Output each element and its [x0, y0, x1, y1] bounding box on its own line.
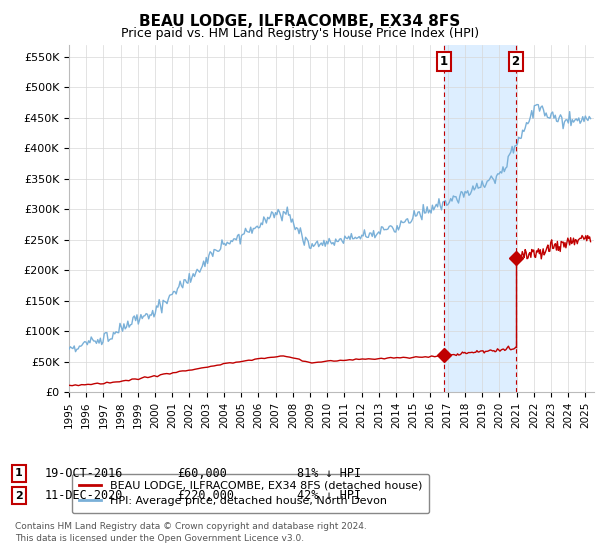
- Text: 11-DEC-2020: 11-DEC-2020: [45, 489, 124, 502]
- Text: 1: 1: [440, 55, 448, 68]
- Text: 2: 2: [15, 491, 23, 501]
- Text: 2: 2: [512, 55, 520, 68]
- Text: BEAU LODGE, ILFRACOMBE, EX34 8FS: BEAU LODGE, ILFRACOMBE, EX34 8FS: [139, 14, 461, 29]
- Text: 1: 1: [15, 468, 23, 478]
- Text: £220,000: £220,000: [177, 489, 234, 502]
- Text: Contains HM Land Registry data © Crown copyright and database right 2024.
This d: Contains HM Land Registry data © Crown c…: [15, 522, 367, 543]
- Text: 42% ↓ HPI: 42% ↓ HPI: [297, 489, 361, 502]
- Text: Price paid vs. HM Land Registry's House Price Index (HPI): Price paid vs. HM Land Registry's House …: [121, 27, 479, 40]
- Bar: [444, 45, 515, 392]
- Legend: BEAU LODGE, ILFRACOMBE, EX34 8FS (detached house), HPI: Average price, detached : BEAU LODGE, ILFRACOMBE, EX34 8FS (detach…: [72, 474, 429, 513]
- Text: £60,000: £60,000: [177, 466, 227, 480]
- Text: 19-OCT-2016: 19-OCT-2016: [45, 466, 124, 480]
- Text: 81% ↓ HPI: 81% ↓ HPI: [297, 466, 361, 480]
